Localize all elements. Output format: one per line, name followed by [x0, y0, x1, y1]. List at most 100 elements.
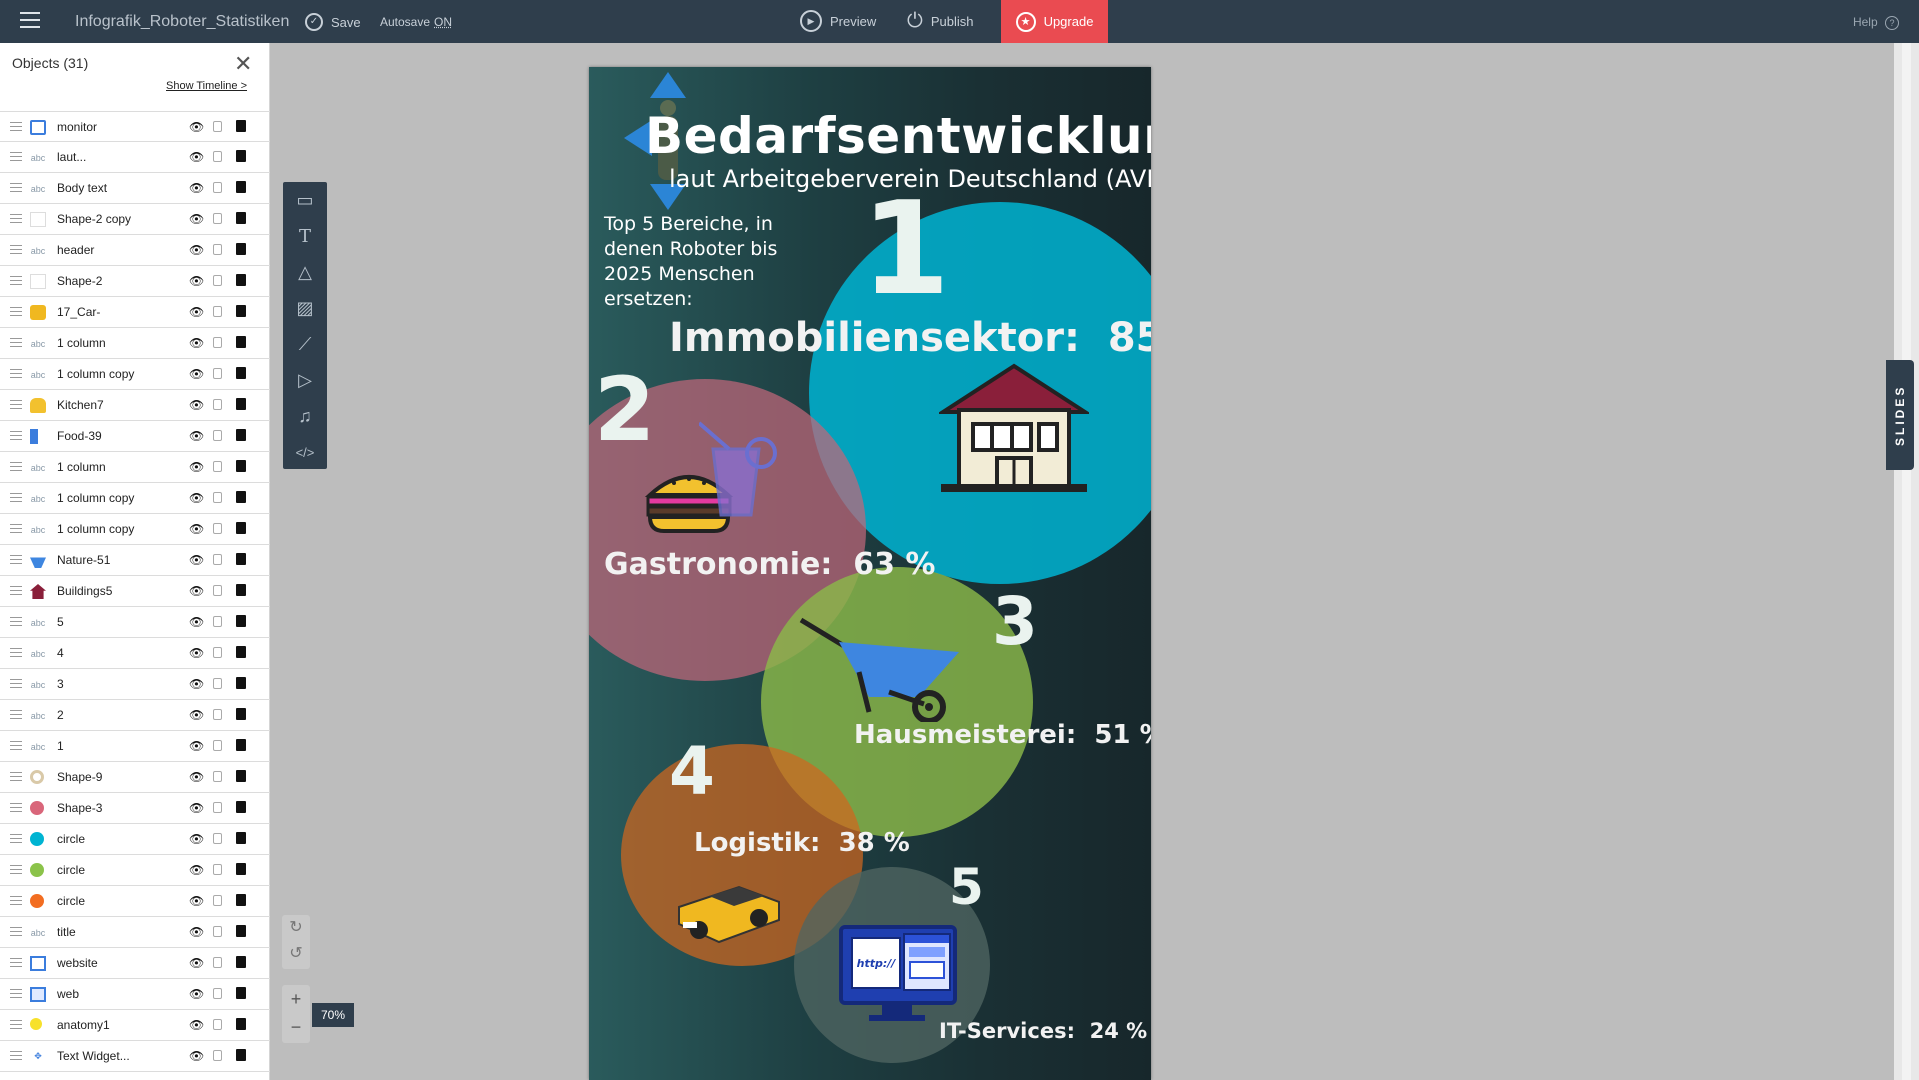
visibility-eye-icon[interactable]: 👁 [189, 615, 205, 629]
object-row[interactable]: abc 1 column 👁 [0, 328, 270, 359]
trash-icon[interactable] [236, 584, 246, 596]
lock-icon[interactable] [213, 461, 222, 472]
object-row[interactable]: circle 👁 [0, 824, 270, 855]
drag-handle-icon[interactable] [10, 183, 22, 195]
visibility-eye-icon[interactable]: 👁 [189, 212, 205, 226]
lock-icon[interactable] [213, 430, 222, 441]
infographic-subtitle[interactable]: laut Arbeitgeberverein Deutschland (AVD) [669, 165, 1151, 193]
website-icon[interactable]: http:// [851, 937, 901, 989]
visibility-eye-icon[interactable]: 👁 [189, 832, 205, 846]
visibility-eye-icon[interactable]: 👁 [189, 398, 205, 412]
drag-handle-icon[interactable] [10, 431, 22, 443]
visibility-eye-icon[interactable]: 👁 [189, 987, 205, 1001]
object-row[interactable]: 17_Car- 👁 [0, 297, 270, 328]
trash-icon[interactable] [236, 987, 246, 999]
object-row[interactable]: Buildings5 👁 [0, 576, 270, 607]
drag-handle-icon[interactable] [10, 648, 22, 660]
trash-icon[interactable] [236, 460, 246, 472]
lock-icon[interactable] [213, 151, 222, 162]
stat-2[interactable]: Gastronomie: 63 % [604, 547, 935, 582]
wheelbarrow-icon[interactable] [799, 612, 969, 722]
trash-icon[interactable] [236, 677, 246, 689]
drink-icon[interactable] [699, 419, 779, 519]
lock-icon[interactable] [213, 368, 222, 379]
visibility-eye-icon[interactable]: 👁 [189, 708, 205, 722]
lock-icon[interactable] [213, 1019, 222, 1030]
object-row[interactable]: abc header 👁 [0, 235, 270, 266]
visibility-eye-icon[interactable]: 👁 [189, 677, 205, 691]
object-row[interactable]: abc 5 👁 [0, 607, 270, 638]
visibility-eye-icon[interactable]: 👁 [189, 801, 205, 815]
drag-handle-icon[interactable] [10, 152, 22, 164]
lock-icon[interactable] [213, 523, 222, 534]
lock-icon[interactable] [213, 957, 222, 968]
redo-icon[interactable]: ↻ [289, 919, 303, 936]
drag-handle-icon[interactable] [10, 307, 22, 319]
object-row[interactable]: Shape-3 👁 [0, 793, 270, 824]
trash-icon[interactable] [236, 615, 246, 627]
lock-icon[interactable] [213, 709, 222, 720]
drag-handle-icon[interactable] [10, 1051, 22, 1063]
lock-icon[interactable] [213, 740, 222, 751]
save-button[interactable]: ✓ Save [305, 13, 361, 31]
lock-icon[interactable] [213, 833, 222, 844]
drag-handle-icon[interactable] [10, 400, 22, 412]
trash-icon[interactable] [236, 708, 246, 720]
lock-icon[interactable] [213, 988, 222, 999]
lock-icon[interactable] [213, 554, 222, 565]
code-tool-icon[interactable]: </> [295, 444, 315, 460]
trash-icon[interactable] [236, 120, 246, 132]
undo-icon[interactable]: ↺ [289, 945, 303, 962]
drag-handle-icon[interactable] [10, 369, 22, 381]
visibility-eye-icon[interactable]: 👁 [189, 460, 205, 474]
rank-1[interactable]: 1 [861, 175, 951, 324]
rank-2[interactable]: 2 [594, 358, 656, 461]
drag-handle-icon[interactable] [10, 710, 22, 722]
visibility-eye-icon[interactable]: 👁 [189, 1049, 205, 1063]
object-row[interactable]: circle 👁 [0, 855, 270, 886]
drag-handle-icon[interactable] [10, 524, 22, 536]
object-row[interactable]: abc 1 column copy 👁 [0, 514, 270, 545]
trash-icon[interactable] [236, 925, 246, 937]
close-icon[interactable]: ✕ [234, 51, 253, 76]
object-row[interactable]: Nature-51 👁 [0, 545, 270, 576]
visibility-eye-icon[interactable]: 👁 [189, 274, 205, 288]
lock-icon[interactable] [213, 121, 222, 132]
car-icon[interactable] [669, 862, 784, 947]
lock-icon[interactable] [213, 585, 222, 596]
visibility-eye-icon[interactable]: 👁 [189, 120, 205, 134]
layout-tool-icon[interactable]: ▭ [296, 189, 314, 210]
trash-icon[interactable] [236, 646, 246, 658]
visibility-eye-icon[interactable]: 👁 [189, 367, 205, 381]
menu-icon[interactable] [20, 12, 40, 30]
autosave-toggle[interactable]: Autosave ON [380, 15, 452, 29]
lock-icon[interactable] [213, 492, 222, 503]
trash-icon[interactable] [236, 1018, 246, 1030]
object-row[interactable]: web 👁 [0, 979, 270, 1010]
visibility-eye-icon[interactable]: 👁 [189, 1018, 205, 1032]
lock-icon[interactable] [213, 771, 222, 782]
infographic-title[interactable]: Bedarfsentwicklung [645, 107, 1151, 165]
trash-icon[interactable] [236, 336, 246, 348]
zoom-in-button[interactable]: + [290, 989, 302, 1009]
lock-icon[interactable] [213, 926, 222, 937]
visibility-eye-icon[interactable]: 👁 [189, 925, 205, 939]
lock-icon[interactable] [213, 802, 222, 813]
visibility-eye-icon[interactable]: 👁 [189, 305, 205, 319]
trash-icon[interactable] [236, 429, 246, 441]
object-row[interactable]: Shape-9 👁 [0, 762, 270, 793]
document-title[interactable]: Infografik_Roboter_Statistiken [75, 13, 290, 30]
autosave-state[interactable]: ON [434, 15, 453, 29]
help-link[interactable]: Help ? [1853, 15, 1899, 30]
drag-handle-icon[interactable] [10, 803, 22, 815]
rank-5[interactable]: 5 [949, 858, 984, 916]
object-row[interactable]: abc laut... 👁 [0, 142, 270, 173]
trash-icon[interactable] [236, 305, 246, 317]
object-row[interactable]: abc 3 👁 [0, 669, 270, 700]
drag-handle-icon[interactable] [10, 834, 22, 846]
drag-handle-icon[interactable] [10, 741, 22, 753]
preview-button[interactable]: ▶ Preview [800, 10, 876, 32]
lock-icon[interactable] [213, 864, 222, 875]
object-row[interactable]: monitor 👁 [0, 111, 270, 142]
object-row[interactable]: abc 1 column copy 👁 [0, 483, 270, 514]
